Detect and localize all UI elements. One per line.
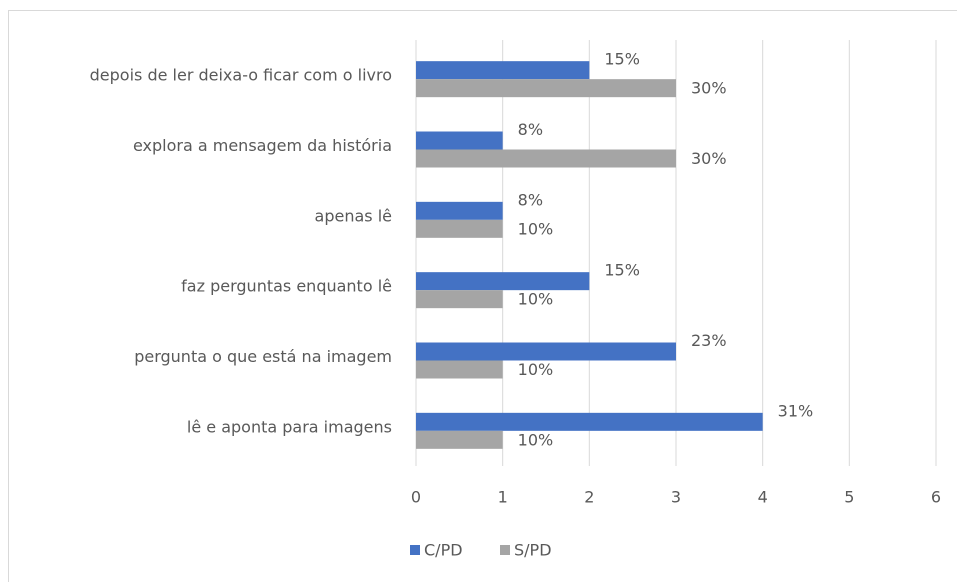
data-label: 15%	[604, 50, 640, 69]
x-tick-label: 6	[931, 488, 941, 507]
data-label: 10%	[518, 290, 554, 309]
bar	[416, 219, 503, 238]
bar	[416, 131, 503, 150]
y-tick-label: lê e aponta para imagens	[187, 417, 392, 436]
x-tick-label: 0	[411, 488, 421, 507]
data-label: 10%	[518, 360, 554, 379]
x-tick-label: 1	[498, 488, 508, 507]
data-label: 10%	[518, 219, 554, 238]
bar	[416, 201, 503, 220]
bar	[416, 360, 503, 379]
data-label: 23%	[691, 331, 727, 350]
bar	[416, 61, 590, 80]
y-tick-label: faz perguntas enquanto lê	[181, 277, 392, 296]
data-label: 30%	[691, 149, 727, 168]
y-tick-label: pergunta o que está na imagem	[134, 347, 392, 366]
legend-swatch	[410, 545, 420, 555]
bar	[416, 149, 676, 168]
data-label: 15%	[604, 261, 640, 280]
bar	[416, 430, 503, 449]
legend-label: C/PD	[424, 541, 463, 560]
x-tick-label: 3	[671, 488, 681, 507]
data-label: 31%	[778, 401, 814, 420]
data-label: 8%	[518, 190, 543, 209]
bar	[416, 412, 763, 431]
data-label: 8%	[518, 120, 543, 139]
x-tick-label: 4	[758, 488, 768, 507]
data-label: 30%	[691, 79, 727, 98]
y-tick-label: depois de ler deixa-o ficar com o livro	[90, 66, 392, 85]
y-tick-label: explora a mensagem da história	[133, 136, 392, 155]
bar	[416, 342, 676, 361]
x-tick-label: 5	[844, 488, 854, 507]
bar	[416, 79, 676, 98]
y-tick-label: apenas lê	[315, 206, 392, 225]
data-label: 10%	[518, 430, 554, 449]
legend-swatch	[500, 545, 510, 555]
bar	[416, 290, 503, 309]
x-tick-label: 2	[584, 488, 594, 507]
bar	[416, 272, 590, 291]
legend-label: S/PD	[514, 541, 552, 560]
